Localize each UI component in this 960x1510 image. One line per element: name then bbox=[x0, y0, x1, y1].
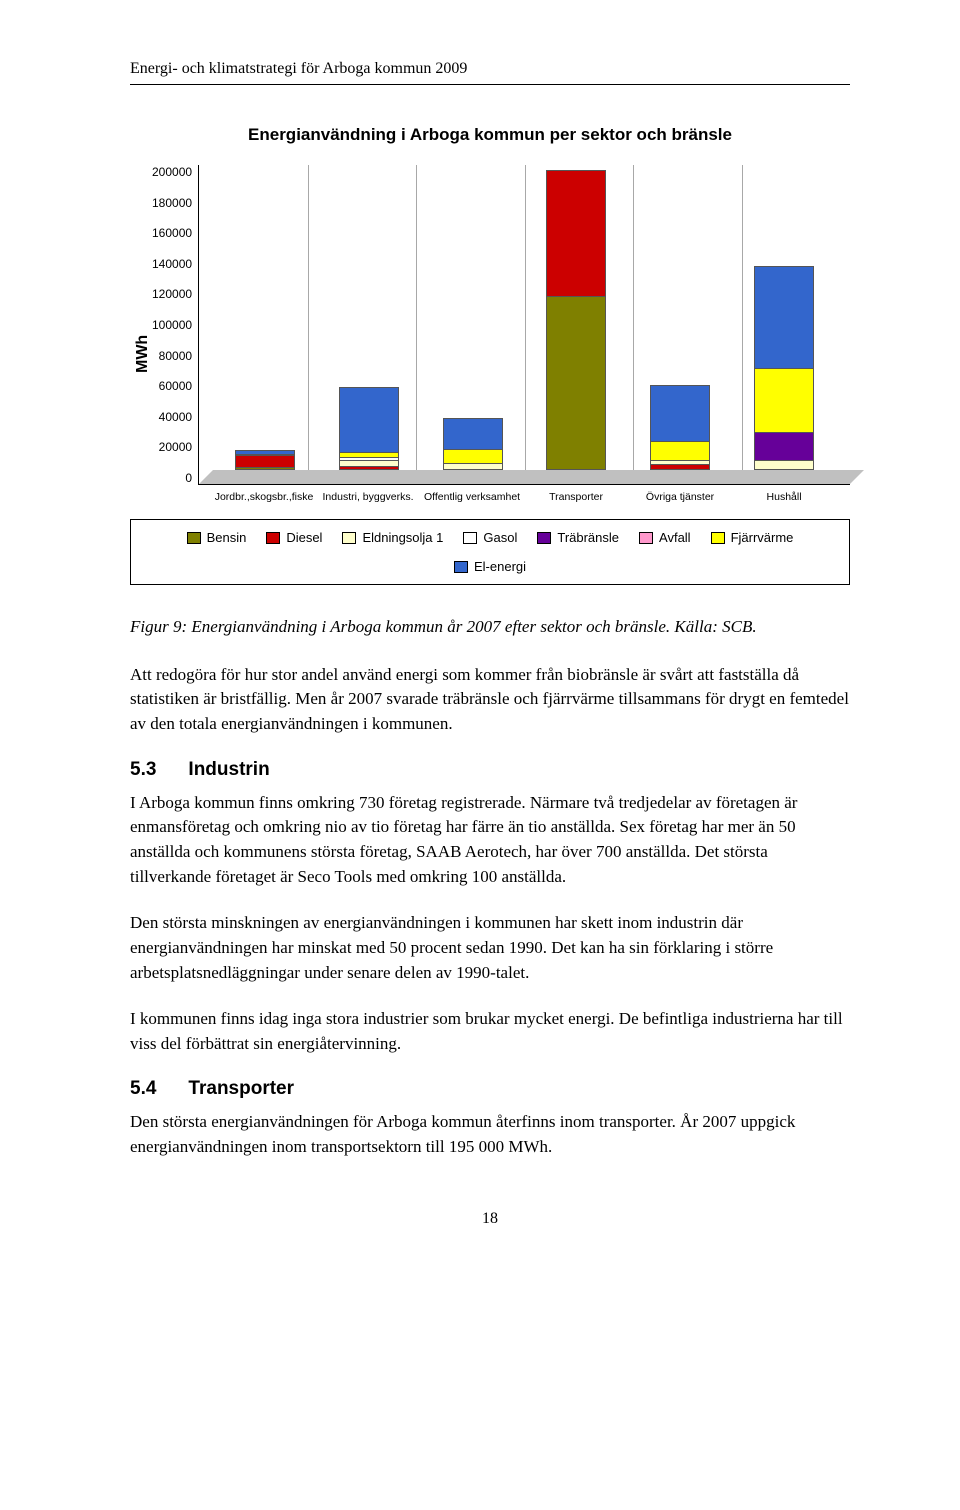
legend-label: El-energi bbox=[474, 559, 526, 574]
paragraph: I kommunen finns idag inga stora industr… bbox=[130, 1007, 850, 1056]
ytick-label: 0 bbox=[152, 471, 192, 485]
bar-segment bbox=[755, 432, 813, 460]
legend-label: Eldningsolja 1 bbox=[362, 530, 443, 545]
ytick-label: 160000 bbox=[152, 226, 192, 240]
bar-column bbox=[235, 450, 295, 470]
xtick-label: Offentlig verksamhet bbox=[420, 491, 524, 503]
energy-chart: MWh 200000180000160000140000120000100000… bbox=[130, 165, 850, 585]
legend-label: Avfall bbox=[659, 530, 691, 545]
heading-title: Transporter bbox=[188, 1078, 294, 1100]
bar-segment bbox=[444, 449, 502, 463]
legend-item: Avfall bbox=[639, 530, 691, 545]
bar-segment bbox=[444, 463, 502, 469]
ytick-label: 20000 bbox=[152, 440, 192, 454]
heading-5-4: 5.4 Transporter bbox=[130, 1078, 850, 1100]
chart-floor bbox=[199, 470, 864, 484]
bar-column bbox=[650, 385, 710, 470]
bar-column bbox=[443, 418, 503, 470]
heading-number: 5.4 bbox=[130, 1078, 156, 1100]
xtick-label: Industri, byggverks. bbox=[316, 491, 420, 503]
bar-column bbox=[339, 387, 399, 470]
legend-item: Träbränsle bbox=[537, 530, 619, 545]
paragraph: Den största minskningen av energianvändn… bbox=[130, 911, 850, 985]
bar-segment bbox=[236, 467, 294, 469]
bar-segment bbox=[340, 388, 398, 452]
chart-ylabel: MWh bbox=[130, 165, 152, 503]
chart-bars bbox=[199, 165, 850, 470]
xtick-label: Övriga tjänster bbox=[628, 491, 732, 503]
legend-label: Fjärrvärme bbox=[731, 530, 794, 545]
heading-5-3: 5.3 Industrin bbox=[130, 759, 850, 781]
ytick-label: 40000 bbox=[152, 410, 192, 424]
chart-legend: Bensin Diesel Eldningsolja 1 Gasol Träbränsl… bbox=[130, 519, 850, 585]
legend-item: Bensin bbox=[187, 530, 247, 545]
bar-segment bbox=[547, 171, 605, 296]
bar-segment bbox=[651, 441, 709, 459]
ytick-label: 140000 bbox=[152, 257, 192, 271]
heading-title: Industrin bbox=[188, 759, 269, 781]
page-number: 18 bbox=[130, 1210, 850, 1228]
paragraph: Den största energianvändningen för Arbog… bbox=[130, 1110, 850, 1159]
ytick-label: 200000 bbox=[152, 165, 192, 179]
legend-label: Diesel bbox=[286, 530, 322, 545]
legend-item: Diesel bbox=[266, 530, 322, 545]
chart-yticks: 2000001800001600001400001200001000008000… bbox=[152, 165, 198, 485]
legend-item: Fjärrvärme bbox=[711, 530, 794, 545]
legend-swatch bbox=[342, 532, 356, 544]
bar-segment bbox=[755, 267, 813, 368]
chart-title: Energianvändning i Arboga kommun per sek… bbox=[130, 125, 850, 145]
bar-segment bbox=[340, 466, 398, 469]
bar-column bbox=[754, 266, 814, 470]
legend-swatch bbox=[711, 532, 725, 544]
xtick-label: Hushåll bbox=[732, 491, 836, 503]
legend-swatch bbox=[187, 532, 201, 544]
bar-segment bbox=[547, 296, 605, 469]
bar-segment bbox=[236, 455, 294, 467]
chart-xticks: Jordbr.,skogsbr.,fiskeIndustri, byggverk… bbox=[198, 485, 850, 503]
bar-segment bbox=[651, 386, 709, 441]
legend-label: Bensin bbox=[207, 530, 247, 545]
bar-segment bbox=[651, 464, 709, 469]
xtick-label: Transporter bbox=[524, 491, 628, 503]
legend-item: El-energi bbox=[454, 559, 526, 574]
legend-label: Träbränsle bbox=[557, 530, 619, 545]
legend-item: Gasol bbox=[463, 530, 517, 545]
figure-caption: Figur 9: Energianvändning i Arboga kommu… bbox=[130, 615, 850, 639]
ytick-label: 60000 bbox=[152, 379, 192, 393]
legend-item: Eldningsolja 1 bbox=[342, 530, 443, 545]
legend-swatch bbox=[537, 532, 551, 544]
legend-swatch bbox=[463, 532, 477, 544]
bar-column bbox=[546, 170, 606, 470]
bar-segment bbox=[755, 368, 813, 432]
xtick-label: Jordbr.,skogsbr.,fiske bbox=[212, 491, 316, 503]
bar-segment bbox=[755, 460, 813, 469]
bar-segment bbox=[444, 419, 502, 450]
legend-label: Gasol bbox=[483, 530, 517, 545]
ytick-label: 100000 bbox=[152, 318, 192, 332]
document-header: Energi- och klimatstrategi för Arboga ko… bbox=[130, 60, 850, 85]
ytick-label: 120000 bbox=[152, 287, 192, 301]
legend-swatch bbox=[266, 532, 280, 544]
heading-number: 5.3 bbox=[130, 759, 156, 781]
legend-swatch bbox=[454, 561, 468, 573]
ytick-label: 80000 bbox=[152, 349, 192, 363]
legend-swatch bbox=[639, 532, 653, 544]
paragraph: I Arboga kommun finns omkring 730 företa… bbox=[130, 791, 850, 890]
ytick-label: 180000 bbox=[152, 196, 192, 210]
paragraph: Att redogöra för hur stor andel använd e… bbox=[130, 663, 850, 737]
chart-plot: Jordbr.,skogsbr.,fiskeIndustri, byggverk… bbox=[198, 165, 850, 503]
